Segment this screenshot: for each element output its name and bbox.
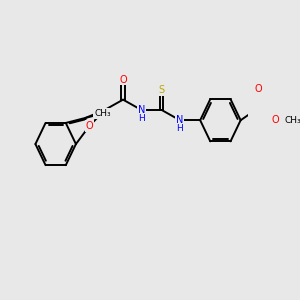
Text: S: S: [158, 85, 165, 95]
Text: CH₃: CH₃: [285, 116, 300, 125]
Text: O: O: [272, 115, 280, 125]
Text: O: O: [85, 121, 93, 131]
Text: CH₃: CH₃: [94, 109, 111, 118]
Text: H: H: [177, 124, 183, 133]
Text: H: H: [138, 114, 145, 123]
Text: N: N: [138, 105, 145, 115]
Text: N: N: [176, 115, 184, 125]
Text: O: O: [119, 75, 127, 85]
Text: O: O: [254, 84, 262, 94]
